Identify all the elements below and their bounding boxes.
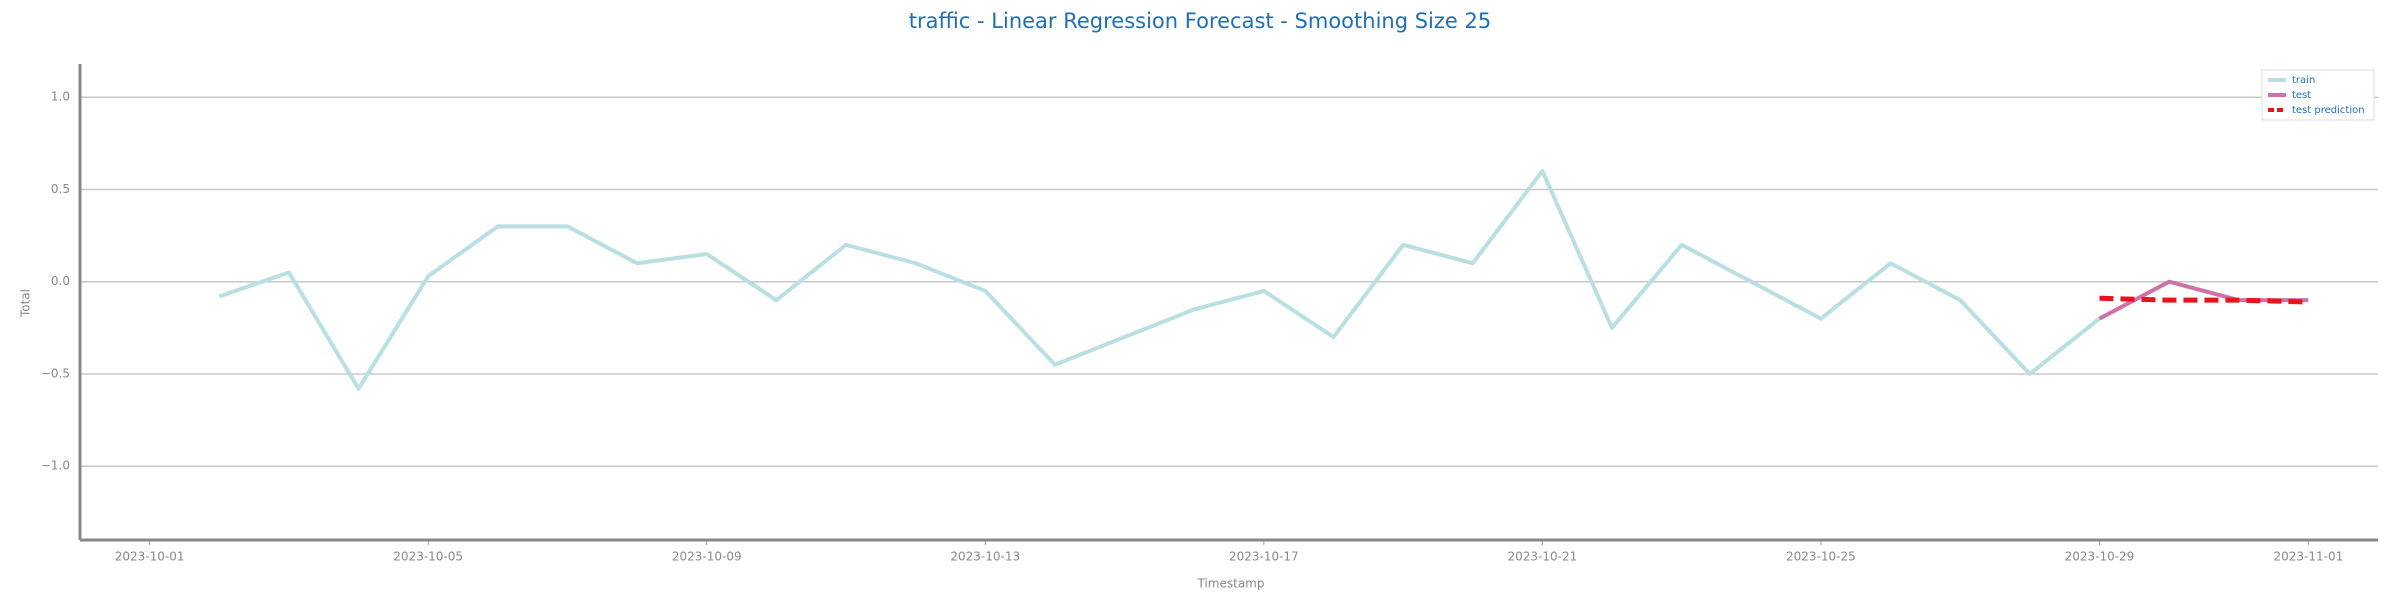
y-tick-label: −0.5	[41, 366, 70, 380]
x-tick-label: 2023-10-25	[1786, 550, 1856, 564]
legend-label: train	[2292, 75, 2315, 86]
y-tick-label: 0.5	[51, 182, 70, 196]
y-tick-label: 1.0	[51, 90, 70, 104]
x-tick-label: 2023-10-17	[1229, 550, 1299, 564]
legend-label: test prediction	[2292, 105, 2365, 116]
x-tick-label: 2023-10-13	[950, 550, 1020, 564]
x-axis-label: Timestamp	[1197, 577, 1265, 591]
y-tick-label: 0.0	[51, 274, 70, 288]
legend-label: test	[2292, 90, 2311, 101]
series-line	[2099, 295, 2309, 305]
x-tick-label: 2023-10-09	[672, 550, 742, 564]
series-line	[218, 169, 2101, 391]
x-tick-label: 2023-10-01	[115, 550, 185, 564]
y-tick-label: −1.0	[41, 459, 70, 473]
chart-title: traffic - Linear Regression Forecast - S…	[909, 9, 1491, 33]
y-axis-label: Total	[19, 289, 33, 318]
x-tick-label: 2023-10-29	[2065, 550, 2135, 564]
x-tick-label: 2023-10-05	[393, 550, 463, 564]
x-tick-label: 2023-11-01	[2273, 550, 2343, 564]
x-tick-label: 2023-10-21	[1507, 550, 1577, 564]
